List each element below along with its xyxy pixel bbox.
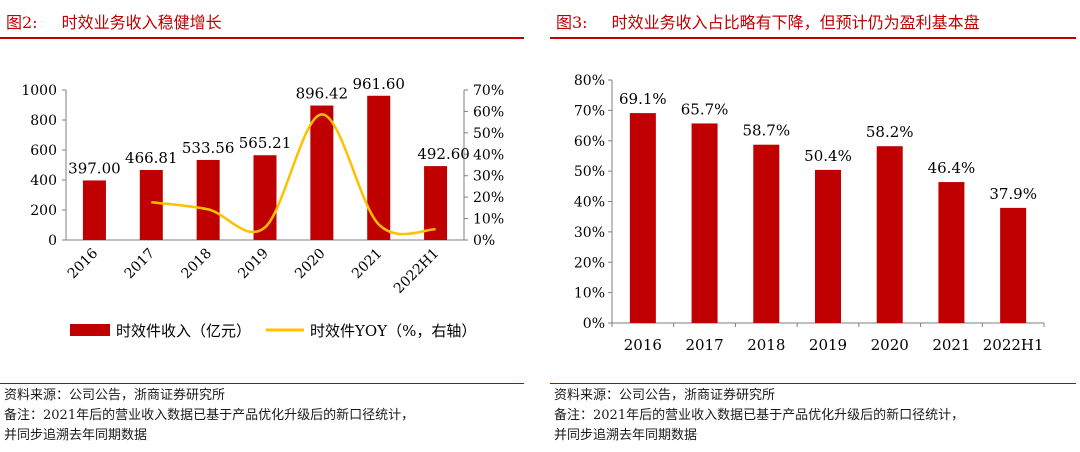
- revenue-bar-label: 492.60: [417, 145, 470, 163]
- revenue-bar-label: 961.60: [352, 75, 405, 93]
- figure-2-top-rule: [0, 37, 524, 39]
- figure-2-title: 图2: 时效业务收入稳健增长: [6, 9, 222, 33]
- figure-3-note-line2: 并同步追溯去年同期数据: [554, 428, 698, 443]
- figure-3-notes: 资料来源：公司公告，浙商证券研究所 备注：2021年后的营业收入数据已基于产品优…: [554, 386, 964, 446]
- revenue-bar-label: 466.81: [125, 149, 178, 167]
- y-tick-label: 10%: [574, 286, 605, 302]
- revenue-bar-label: 896.42: [296, 85, 349, 103]
- x-tick-label: 2020: [871, 336, 909, 354]
- share-bar: [815, 169, 841, 323]
- yoy-line: [151, 113, 436, 236]
- share-bar: [691, 123, 718, 323]
- figure-2-panel: 图2: 时效业务收入稳健增长 0 200 400 600 800 1000 0% 10% 20% 3…: [0, 0, 528, 452]
- x-tick-label: 2021: [349, 246, 386, 283]
- revenue-bar-label: 533.56: [182, 139, 235, 157]
- right-tick-label: 40%: [473, 147, 504, 163]
- share-bar: [753, 144, 780, 323]
- legend-bar-swatch: [70, 324, 110, 336]
- figure-3-note-line1: 备注：2021年后的营业收入数据已基于产品优化升级后的新口径统计，: [554, 408, 965, 423]
- left-tick-label: 400: [30, 173, 57, 189]
- x-tick-label: 2022H1: [983, 336, 1044, 354]
- revenue-share-chart: 0% 10% 20% 30% 40% 50% 60% 70% 80% 69.1% 65.7% 58.7…: [574, 73, 1045, 354]
- figure-3-number: 图3:: [556, 13, 588, 32]
- figure-2-notes: 资料来源：公司公告，浙商证券研究所 备注：2021年后的营业收入数据已基于产品优…: [4, 386, 414, 446]
- revenue-bar: [82, 180, 106, 240]
- x-tick-label: 2018: [747, 336, 785, 354]
- x-tick-label: 2019: [235, 246, 272, 283]
- share-bar: [876, 146, 903, 323]
- left-tick-label: 800: [30, 113, 57, 129]
- y-tick-label: 70%: [574, 103, 605, 119]
- revenue-bar: [310, 105, 334, 240]
- right-tick-label: 0%: [473, 233, 495, 249]
- revenue-bar-label: 397.00: [68, 159, 121, 177]
- share-bar-label: 65.7%: [681, 100, 729, 118]
- y-tick-label: 40%: [574, 195, 605, 211]
- x-tick-label: 2017: [685, 336, 723, 354]
- left-tick-label: 200: [30, 203, 57, 219]
- figure-3-bottom-rule: [550, 383, 1076, 384]
- revenue-bar: [367, 95, 391, 240]
- share-bar-label: 46.4%: [928, 159, 976, 177]
- right-tick-label: 10%: [473, 212, 504, 228]
- figure-2-bottom-rule: [0, 383, 524, 384]
- revenue-bar: [424, 166, 448, 240]
- right-tick-label: 70%: [473, 83, 504, 99]
- y-tick-label: 60%: [574, 134, 605, 150]
- right-tick-label: 30%: [473, 169, 504, 185]
- share-bar: [629, 113, 656, 323]
- y-tick-label: 30%: [574, 225, 605, 241]
- figure-3-panel: 图3: 时效业务收入占比略有下降，但预计仍为盈利基本盘 0% 10% 20% 30% 40…: [550, 0, 1080, 452]
- right-tick-label: 20%: [473, 190, 504, 206]
- share-bar-label: 69.1%: [619, 90, 667, 108]
- revenue-bar: [139, 169, 163, 240]
- x-tick-label: 2022H1: [391, 246, 442, 297]
- y-tick-label: 80%: [574, 73, 605, 89]
- share-bar-label: 50.4%: [804, 147, 852, 165]
- share-bar-label: 37.9%: [989, 185, 1037, 203]
- figure-3-source: 资料来源：公司公告，浙商证券研究所: [554, 388, 776, 403]
- legend-line-label: 时效件YOY（%，右轴）: [310, 322, 476, 340]
- legend-bar-label: 时效件收入（亿元）: [116, 322, 251, 340]
- y-tick-label: 50%: [574, 164, 605, 180]
- left-tick-label: 0: [48, 233, 57, 249]
- x-tick-label: 2016: [65, 245, 102, 282]
- x-tick-label: 2017: [122, 246, 159, 283]
- right-tick-label: 50%: [473, 126, 504, 142]
- x-tick-label: 2018: [178, 246, 215, 283]
- revenue-bar: [196, 159, 220, 240]
- figure-3-title: 图3: 时效业务收入占比略有下降，但预计仍为盈利基本盘: [556, 9, 980, 33]
- left-tick-label: 600: [30, 143, 57, 159]
- right-tick-label: 60%: [473, 104, 504, 120]
- figure-2-source: 资料来源：公司公告，浙商证券研究所: [4, 388, 226, 403]
- left-tick-label: 1000: [21, 83, 57, 99]
- figure-3-top-rule: [550, 37, 1076, 39]
- figure-2-note-line2: 并同步追溯去年同期数据: [4, 428, 148, 443]
- x-tick-label: 2021: [932, 336, 970, 354]
- share-bar: [1000, 207, 1027, 323]
- x-tick-label: 2019: [809, 336, 847, 354]
- figure-2-note-line1: 备注：2021年后的营业收入数据已基于产品优化升级后的新口径统计，: [4, 408, 415, 423]
- revenue-bar-label: 565.21: [239, 134, 292, 152]
- y-tick-label: 0%: [583, 316, 605, 332]
- x-tick-label: 2016: [624, 336, 662, 354]
- y-tick-label: 20%: [574, 255, 605, 271]
- share-bar: [938, 182, 965, 323]
- figure-2-number: 图2:: [6, 13, 38, 32]
- share-bar-label: 58.7%: [742, 122, 790, 140]
- share-bar-label: 58.2%: [866, 123, 914, 141]
- figure-2-title-text: 时效业务收入稳健增长: [61, 13, 222, 32]
- x-tick-label: 2020: [292, 246, 329, 283]
- figure-3-title-text: 时效业务收入占比略有下降，但预计仍为盈利基本盘: [611, 13, 980, 32]
- revenue-yoy-chart: 0 200 400 600 800 1000 0% 10% 20% 30% 40% 50% 60% 70%…: [21, 75, 504, 340]
